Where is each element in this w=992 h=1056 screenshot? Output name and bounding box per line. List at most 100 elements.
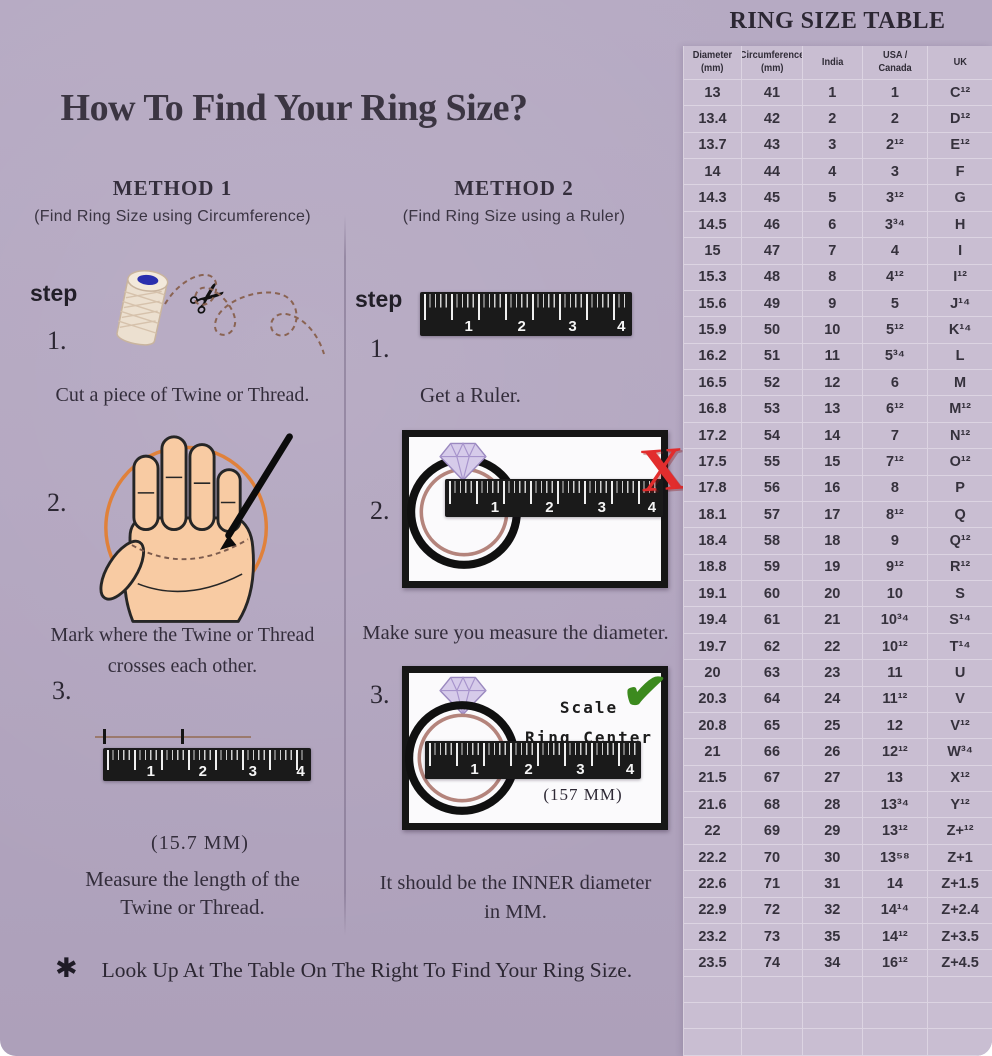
cell-usa-canada: 3: [863, 159, 929, 185]
table-row: 17.2 54 14 7 N¹²: [684, 422, 992, 450]
column-header-india: India: [803, 46, 863, 79]
cell-usa-canada: 14¹⁴: [863, 897, 929, 923]
cell-usa-canada: 8¹²: [863, 501, 929, 528]
cell-circumference: 69: [742, 818, 804, 844]
cell-usa-canada: 10³⁴: [863, 607, 929, 633]
method1-step2-number: 2.: [47, 488, 67, 517]
wrong-x-icon: X: [637, 434, 688, 506]
cell-diameter: 16.8: [684, 396, 742, 422]
table-row: 19.7 62 22 10¹² T¹⁴: [684, 633, 992, 661]
cell-usa-canada: 7¹²: [863, 449, 929, 475]
table-row: 13.7 43 3 2¹² E¹²: [684, 132, 992, 160]
cell-usa-canada: 14: [863, 871, 929, 897]
correct-check-icon: ✔: [618, 659, 671, 725]
table-row: 13.4 42 2 2 D¹²: [684, 106, 992, 133]
cell-diameter: 15.6: [684, 290, 742, 317]
empty-table-row: [684, 976, 992, 1004]
hand-marking-illustration: [99, 433, 293, 623]
cell-uk: X¹²: [950, 770, 970, 787]
cell-uk: G: [954, 190, 966, 207]
cell-circumference: 55: [742, 449, 804, 475]
table-row: 21.6 68 28 13³⁴ Y¹²: [684, 792, 992, 819]
table-row: 21 66 26 12¹² W³⁴: [684, 739, 992, 766]
column-header-circumference: Circumference (mm): [742, 46, 804, 79]
table-row: 20.3 64 24 11¹² V: [684, 686, 992, 713]
cell-diameter: 13: [684, 79, 742, 106]
cell-diameter: 21.6: [684, 792, 742, 818]
ruler-ticks: [449, 481, 659, 504]
cell-usa-canada: 8: [863, 475, 929, 501]
table-row: 13 41 1 1 C¹²: [684, 79, 992, 107]
empty-table-row: [684, 1003, 992, 1030]
cell-india: 29: [803, 818, 863, 844]
method2-step3-caption: It should be the INNER diameter in MM.: [348, 869, 683, 927]
table-row: 19.1 60 20 10 S: [684, 581, 992, 608]
ruler-number: 2: [517, 318, 526, 335]
cell-india: 9: [803, 290, 863, 317]
method2-heading: METHOD 2: [454, 176, 574, 200]
cell-circumference: 70: [742, 844, 804, 871]
ruler-illustration: 1 2 3 4: [425, 741, 641, 779]
cell-circumference: 43: [742, 132, 804, 159]
twine-mark: [103, 729, 106, 744]
column-header-diameter: Diameter (mm): [684, 46, 742, 79]
cell-diameter: 20.3: [684, 686, 742, 712]
cell-uk: M: [954, 374, 967, 391]
cell-diameter: 17.8: [684, 475, 742, 501]
ruler-number: 1: [490, 499, 500, 516]
cell-usa-canada: 6: [863, 370, 929, 396]
method2-step1-number: 1.: [370, 334, 390, 363]
caption-line: Measure the length of the: [85, 867, 300, 891]
cell-uk: H: [954, 216, 966, 233]
table-row: 18.8 59 19 9¹² R¹²: [684, 554, 992, 582]
ruler-number: 2: [524, 761, 533, 778]
table-row: 22 69 29 13¹² Z+¹²: [684, 818, 992, 845]
table-row: 19.4 61 21 10³⁴ S¹⁴: [684, 607, 992, 634]
cell-diameter: 20.8: [684, 712, 742, 739]
cell-usa-canada: 11¹²: [863, 686, 929, 712]
method2-subheading: (Find Ring Size using a Ruler): [402, 208, 626, 225]
cell-india: 1: [803, 79, 863, 106]
table-row: 18.4 58 18 9 Q¹²: [684, 528, 992, 555]
cell-diameter: 17.5: [684, 449, 742, 475]
table-row: 14.5 46 6 3³⁴ H: [684, 211, 992, 239]
cell-diameter: 22.9: [684, 897, 742, 923]
method1-measurement-value: (15.7 MM): [151, 832, 249, 854]
table-row: 20.8 65 25 12 V¹²: [684, 712, 992, 740]
ruler-number: 2: [545, 499, 554, 516]
cell-uk: Z+1.5: [941, 875, 979, 892]
caption-line: crosses each other.: [107, 655, 258, 677]
table-row: 20 63 23 11 U: [684, 660, 992, 687]
cell-circumference: 61: [742, 607, 804, 633]
page-title: How To Find Your Ring Size?: [60, 87, 528, 129]
cell-india: 32: [803, 897, 863, 923]
cell-india: 27: [803, 765, 863, 792]
method1-heading: METHOD 1: [112, 176, 233, 200]
cell-india: 10: [803, 317, 863, 343]
diamond-icon: [439, 442, 487, 482]
cell-circumference: 65: [742, 712, 804, 739]
caption-line: in MM.: [484, 900, 547, 923]
cell-diameter: 14.5: [684, 211, 742, 238]
cell-india: 8: [803, 264, 863, 290]
ruler-number: 2: [198, 763, 208, 780]
method1-step3-caption: Measure the length of the Twine or Threa…: [25, 865, 360, 921]
cell-india: 6: [803, 211, 863, 238]
cell-india: 3: [803, 132, 863, 159]
cell-diameter: 21: [684, 739, 742, 765]
ruler-ticks: [424, 294, 628, 321]
cell-circumference: 49: [742, 290, 804, 317]
table-row: 17.5 55 15 7¹² O¹²: [684, 449, 992, 476]
cell-diameter: 18.8: [684, 554, 742, 581]
cell-uk: V: [955, 691, 965, 708]
cell-diameter: 18.4: [684, 528, 742, 554]
marker-pen-icon: [219, 433, 293, 550]
cell-india: 16: [803, 475, 863, 501]
table-row: 22.6 71 31 14 Z+1.5: [684, 871, 992, 898]
cell-circumference: 52: [742, 370, 804, 396]
cell-diameter: 23.5: [684, 950, 742, 976]
cell-india: 13: [803, 396, 863, 422]
cell-uk: S: [955, 585, 965, 602]
cell-diameter: 15.9: [684, 317, 742, 343]
table-header-row: Diameter (mm) Circumference (mm) India U…: [684, 46, 992, 80]
